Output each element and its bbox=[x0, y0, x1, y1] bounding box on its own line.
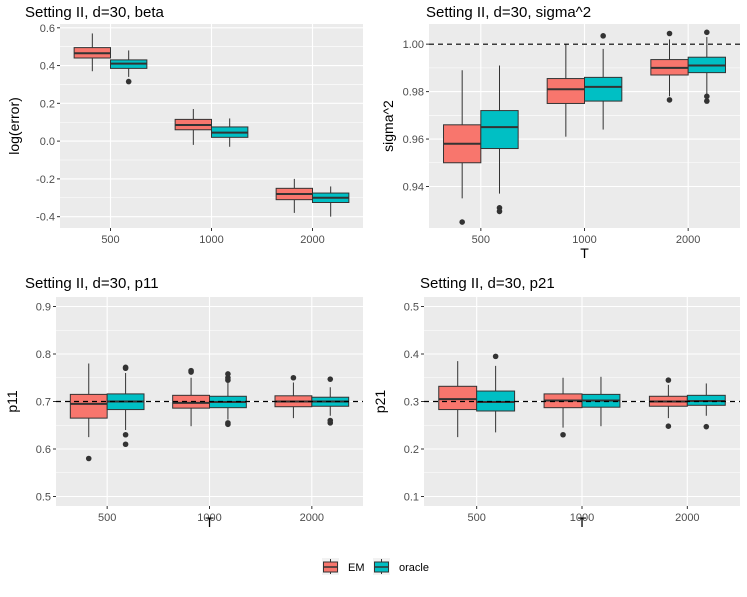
y-tick-label: -0.4 bbox=[36, 212, 55, 224]
box-oracle-500 bbox=[480, 65, 519, 215]
panel-1: -0.4 -0.2 0.0 0.2 0.4 0.6 500 1000 2000 Setting I… bbox=[6, 4, 363, 246]
outlier-point bbox=[496, 208, 503, 215]
y-tick-label: 0.0 bbox=[40, 136, 55, 148]
outlier-point bbox=[290, 374, 297, 381]
box-oracle-1000 bbox=[211, 118, 249, 147]
box-em-500 bbox=[73, 33, 111, 72]
outlier-point bbox=[600, 33, 606, 39]
y-tick-label: 0.1 bbox=[404, 492, 419, 504]
y-tick-label: 0.2 bbox=[40, 98, 55, 110]
y-tick-label: 0.5 bbox=[36, 492, 51, 504]
x-tick-label: 500 bbox=[467, 512, 485, 524]
y-tick-label: -0.2 bbox=[36, 174, 55, 186]
box-em-500 bbox=[438, 361, 478, 438]
x-tick-label: 1000 bbox=[572, 234, 596, 246]
outlier-point bbox=[459, 219, 465, 225]
outlier-point bbox=[85, 455, 92, 462]
y-axis-label: p11 bbox=[4, 390, 20, 413]
y-tick-label: 0.8 bbox=[36, 349, 51, 361]
panel-3: 0.5 0.6 0.7 0.8 0.9 500 1000 2000 Setting II, d=… bbox=[4, 275, 363, 530]
outlier-point bbox=[122, 431, 129, 438]
outlier-point bbox=[327, 417, 334, 424]
outlier-point bbox=[665, 377, 672, 383]
outlier-point bbox=[122, 364, 129, 371]
y-tick-label: 0.4 bbox=[404, 349, 419, 361]
box-body bbox=[438, 385, 478, 411]
legend: EM oracle bbox=[322, 558, 429, 575]
outlier-point bbox=[703, 423, 710, 430]
box-body bbox=[546, 78, 585, 104]
outlier-point bbox=[188, 367, 194, 374]
box-oracle-500 bbox=[110, 50, 148, 85]
outlier-point bbox=[225, 420, 231, 426]
y-tick-label: 1.00 bbox=[403, 39, 424, 51]
x-tick-label: 2000 bbox=[675, 512, 699, 524]
y-axis-label: log(error) bbox=[6, 97, 22, 155]
x-axis-label: T bbox=[578, 514, 587, 530]
panel-4: 0.1 0.2 0.3 0.4 0.5 500 1000 2000 Setting II, d=… bbox=[372, 275, 740, 530]
box-oracle-1000 bbox=[581, 376, 621, 427]
box-oracle-1000 bbox=[584, 33, 623, 130]
x-axis-label: T bbox=[205, 514, 214, 530]
x-tick-label: 2000 bbox=[676, 234, 700, 246]
panel-title: Setting II, d=30, p11 bbox=[25, 275, 159, 292]
box-body bbox=[584, 76, 623, 102]
y-tick-label: 0.5 bbox=[404, 302, 419, 314]
box-oracle-2000 bbox=[687, 29, 726, 104]
legend-label-em: EM bbox=[348, 562, 365, 574]
y-tick-label: 0.98 bbox=[403, 87, 424, 99]
legend-label-oracle: oracle bbox=[399, 562, 429, 574]
outlier-point bbox=[492, 353, 499, 360]
box-em-1000 bbox=[543, 377, 583, 438]
y-tick-label: 0.6 bbox=[40, 23, 55, 35]
box-body bbox=[480, 110, 519, 150]
outlier-point bbox=[704, 98, 710, 104]
outlier-point bbox=[666, 97, 673, 103]
box-body bbox=[69, 393, 108, 419]
outlier-point bbox=[704, 93, 710, 100]
box-em-500 bbox=[443, 70, 482, 225]
x-tick-label: 1000 bbox=[199, 234, 223, 246]
y-tick-label: 0.6 bbox=[36, 444, 51, 456]
y-axis-label: sigma^2 bbox=[380, 100, 396, 152]
x-tick-label: 1000 bbox=[570, 512, 594, 524]
y-tick-label: 0.4 bbox=[40, 61, 55, 73]
outlier-point bbox=[327, 376, 334, 382]
x-tick-label: 2000 bbox=[300, 512, 324, 524]
panel-title: Setting II, d=30, beta bbox=[25, 4, 165, 21]
outlier-point bbox=[560, 431, 566, 438]
y-tick-label: 0.94 bbox=[403, 181, 424, 193]
x-tick-label: 500 bbox=[98, 512, 116, 524]
x-axis-label: T bbox=[580, 245, 589, 261]
y-tick-label: 0.7 bbox=[36, 397, 51, 409]
outlier-point bbox=[666, 30, 673, 37]
x-tick-label: 500 bbox=[472, 234, 490, 246]
outlier-point bbox=[225, 371, 231, 377]
y-tick-label: 0.96 bbox=[403, 134, 424, 146]
x-tick-label: 500 bbox=[101, 234, 119, 246]
y-tick-label: 0.2 bbox=[404, 444, 419, 456]
outlier-point bbox=[704, 29, 710, 36]
panel-2: 0.94 0.96 0.98 1.00 500 1000 2000 Setting II, d… bbox=[380, 4, 740, 261]
y-axis-label: p21 bbox=[372, 390, 388, 414]
outlier-point bbox=[665, 423, 672, 430]
box-oracle-2000 bbox=[312, 186, 350, 217]
outlier-point bbox=[122, 441, 129, 448]
y-tick-label: 0.3 bbox=[404, 397, 419, 409]
panel-title: Setting II, d=30, p21 bbox=[420, 275, 555, 292]
box-em-1000 bbox=[174, 109, 212, 145]
outlier-point bbox=[125, 78, 132, 85]
x-tick-label: 1000 bbox=[197, 512, 221, 524]
y-tick-label: 0.9 bbox=[36, 302, 51, 314]
x-tick-label: 2000 bbox=[300, 234, 324, 246]
panel-title: Setting II, d=30, sigma^2 bbox=[426, 4, 591, 21]
